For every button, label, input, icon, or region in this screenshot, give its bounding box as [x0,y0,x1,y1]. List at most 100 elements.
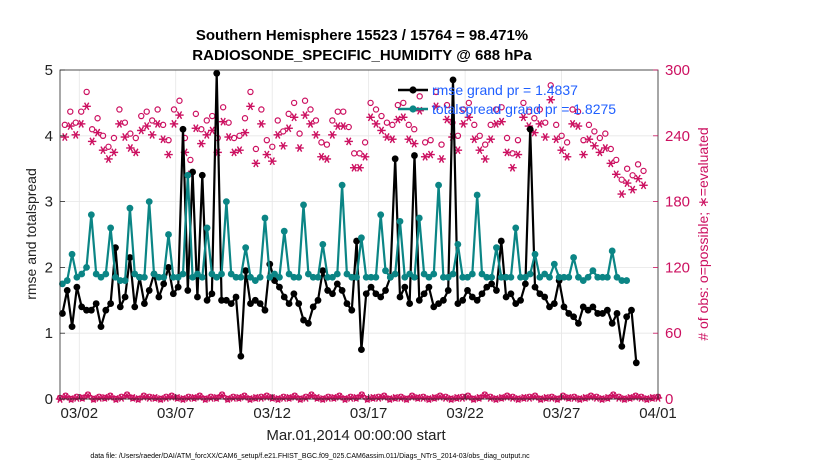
obs-possible-point [367,99,374,107]
series-point-totalspread [497,273,505,281]
obs-evaluated-point [202,130,211,139]
series-point-totalspread [208,270,216,278]
series-point-rmse [68,323,76,331]
series-point-totalspread [73,273,81,281]
series-point-rmse [300,316,307,324]
series-point-totalspread [391,270,399,278]
series-point-totalspread [300,201,307,209]
obs-evaluated-point [77,119,86,128]
obs-evaluated-point [404,135,413,144]
series-point-totalspread [589,267,597,275]
series-point-rmse [367,283,375,291]
obs-evaluated-point [535,119,545,128]
obs-evaluated-point [366,113,375,122]
series-point-rmse [160,280,168,288]
series-point-totalspread [242,244,250,252]
obs-possible-point [247,88,254,96]
series-point-totalspread [160,273,168,281]
obs-possible-point [230,134,238,142]
series-point-totalspread [145,198,153,206]
series-point-rmse [579,303,587,311]
obs-evaluated-point [306,119,315,128]
obs-evaluated-bottom-point [581,393,590,402]
series-point-rmse [589,303,597,311]
series-point-rmse [227,300,235,307]
legend-spread-marker [409,105,417,113]
obs-possible-point [443,101,451,109]
obs-evaluated-point [481,154,490,163]
series-point-rmse [203,296,211,304]
series-point-totalspread [256,273,264,281]
series-point-rmse [237,352,245,360]
series-point-totalspread [247,273,254,281]
obs-possible-point [301,97,309,104]
obs-possible-bottom-point [559,392,567,399]
y-tick-label-right: 240 [665,128,690,145]
series-point-rmse [73,283,81,291]
series-point-rmse [329,290,336,298]
series-point-rmse [92,300,100,307]
y-tick-label-right: 180 [665,194,690,211]
series-point-rmse [218,296,225,304]
obs-possible-bottom-point [196,392,203,399]
obs-evaluated-point [519,113,528,122]
obs-evaluated-point [164,150,173,159]
obs-evaluated-point [442,115,452,124]
series-point-totalspread [531,250,539,258]
obs-possible-point [203,117,210,124]
obs-possible-bottom-point [531,392,539,399]
series-point-totalspread [493,244,500,252]
series-point-rmse [449,76,457,84]
series-point-totalspread [599,273,606,281]
obs-evaluated-point [147,130,157,139]
series-point-totalspread [623,277,631,284]
plot-frame [59,69,659,400]
x-tick-label: 03/02 [61,405,99,422]
series-point-rmse [521,280,529,288]
obs-evaluated-point [601,144,610,152]
obs-evaluated-bottom-point [614,393,624,402]
series-point-rmse [483,283,491,291]
obs-evaluated-point [590,141,599,150]
obs-possible-point [148,117,156,124]
series-point-rmse [594,310,602,317]
series-point-totalspread [353,273,360,281]
y-tick-label-left: 4 [45,128,53,145]
obs-evaluated-point [513,150,523,159]
series-point-totalspread [483,273,491,281]
obs-possible-point [634,161,642,168]
series-point-rmse [526,125,534,133]
obs-possible-point [405,121,412,129]
series-point-totalspread [406,270,414,278]
obs-possible-point [542,119,549,126]
x-tick-label: 03/17 [350,405,388,422]
obs-evaluated-point [546,95,555,104]
series-point-rmse [78,303,86,311]
series-point-totalspread [285,270,293,278]
obs-possible-point [258,106,265,113]
obs-evaluated-point [311,130,321,139]
series-point-rmse [290,290,298,298]
obs-possible-bottom-point [336,392,343,399]
series-point-totalspread [439,273,447,281]
series-layer [59,69,640,367]
obs-possible-bottom-point [218,391,226,398]
series-point-rmse [493,287,500,294]
series-point-rmse [165,264,172,271]
obs-evaluated-point [355,163,364,172]
obs-evaluated-bottom-point [83,391,93,400]
series-point-totalspread [261,214,269,222]
series-point-totalspread [449,270,457,278]
obs-evaluated-bottom-point [256,393,266,402]
obs-evaluated-point [371,119,381,128]
y-tick-label-right: 60 [665,325,682,342]
series-point-totalspread [97,273,105,281]
obs-possible-point [361,139,369,146]
obs-possible-point [159,121,167,129]
obs-evaluated-point [279,141,288,150]
series-point-totalspread [131,270,139,278]
obs-evaluated-point [431,102,441,111]
obs-possible-point [72,119,79,126]
obs-evaluated-point [93,128,102,137]
